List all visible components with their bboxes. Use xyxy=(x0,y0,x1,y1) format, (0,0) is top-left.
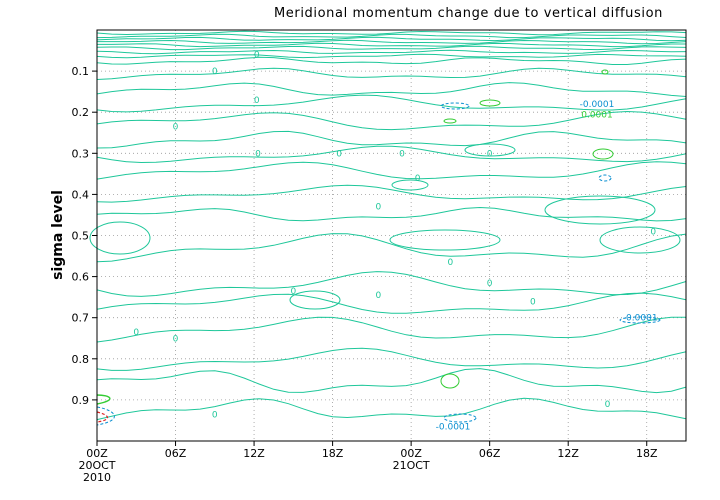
contour-label: 0 xyxy=(173,123,179,133)
contour-line xyxy=(97,42,686,48)
contour-line xyxy=(96,397,687,421)
y-axis-ticks: 0.1 0.2 0.3 0.4 0.5 0.6 0.7 0.8 0.9 xyxy=(72,65,97,407)
contour-line xyxy=(96,206,687,222)
contour-closed xyxy=(479,99,501,107)
x-tick-label: 00Z xyxy=(86,447,108,460)
contour-label: 0 xyxy=(133,328,139,338)
y-tick-label: 0.4 xyxy=(72,188,90,201)
contour-line xyxy=(96,30,687,36)
contour-label: 0 xyxy=(376,291,382,301)
contour-line xyxy=(96,53,687,59)
contour-closed xyxy=(289,290,341,310)
contour-label: 0 xyxy=(173,334,179,344)
contour-label: 0 xyxy=(650,227,656,237)
x-tick-date: 20OCT xyxy=(78,459,115,472)
contour-label: 0 xyxy=(255,149,261,159)
contour-lines xyxy=(89,30,687,426)
contour-closed xyxy=(464,143,516,157)
contour-line xyxy=(97,39,687,45)
contour-line xyxy=(96,184,687,203)
contour-line xyxy=(96,411,109,423)
contour-closed xyxy=(619,316,661,324)
contour-label: 0 xyxy=(399,149,405,159)
y-axis-label: sigma level xyxy=(50,190,66,280)
contour-label: 0 xyxy=(530,297,536,307)
x-tick-label: 06Z xyxy=(479,447,501,460)
contour-closed xyxy=(592,148,614,160)
contour-line xyxy=(96,94,687,113)
contour-line xyxy=(96,347,687,371)
contour-closed xyxy=(89,221,151,255)
contour-label: 0.0001 xyxy=(581,110,613,120)
contour-label: 0 xyxy=(290,287,296,297)
contour-closed xyxy=(391,179,429,191)
y-tick-label: 0.3 xyxy=(72,147,90,160)
contour-label: 0 xyxy=(254,51,260,61)
contour-label: 0 xyxy=(487,279,493,289)
contour-line xyxy=(96,67,687,80)
contour-line xyxy=(96,110,687,131)
y-tick-label: 0.6 xyxy=(72,271,90,284)
x-tick-label: 18Z xyxy=(636,447,658,460)
contour-line xyxy=(96,56,687,65)
contour-label: 0 xyxy=(254,96,260,106)
contour-label: 0 xyxy=(212,67,218,77)
y-tick-label: 0.5 xyxy=(72,230,90,243)
contour-line xyxy=(96,49,687,55)
contour-label: 0 xyxy=(336,149,342,159)
contour-line xyxy=(96,161,687,180)
x-tick-label: 12Z xyxy=(243,447,265,460)
x-tick-label: 06Z xyxy=(165,447,187,460)
contour-label: -0.0001 xyxy=(436,423,471,433)
contour-label: 0 xyxy=(212,410,218,420)
contour-closed xyxy=(599,226,681,254)
y-tick-label: 0.9 xyxy=(72,394,90,407)
contour-closed xyxy=(440,373,460,389)
y-tick-label: 0.8 xyxy=(72,353,90,366)
y-tick-label: 0.2 xyxy=(72,106,90,119)
contour-closed xyxy=(598,174,612,182)
contour-closed xyxy=(544,195,656,225)
y-tick-label: 0.1 xyxy=(72,65,90,78)
contour-line xyxy=(96,233,687,263)
contour-line xyxy=(96,82,687,97)
grid-lines xyxy=(97,30,686,441)
contour-line xyxy=(96,316,686,343)
contour-label: 0 xyxy=(448,258,454,268)
x-tick-year: 2010 xyxy=(83,471,111,484)
x-tick-label: 00Z xyxy=(400,447,422,460)
contour-label: -0.0001 xyxy=(623,314,658,324)
y-tick-label: 0.7 xyxy=(72,312,90,325)
contour-line xyxy=(96,130,687,149)
x-tick-label: 18Z xyxy=(322,447,344,460)
contour-line xyxy=(96,45,687,51)
contour-line xyxy=(96,368,687,394)
contour-line xyxy=(96,33,687,39)
contour-line xyxy=(96,271,687,297)
chart-title: Meridional momentum change due to vertic… xyxy=(274,6,663,21)
x-tick-label: 12Z xyxy=(557,447,579,460)
contour-closed xyxy=(389,229,501,251)
contour-label: 0 xyxy=(415,174,421,184)
x-tick-date: 21OCT xyxy=(393,459,430,472)
contour-line xyxy=(96,36,687,42)
contour-label: 0 xyxy=(605,400,611,410)
contour-label: -0.0001 xyxy=(580,100,615,110)
contour-closed xyxy=(601,69,609,75)
contour-label: 0 xyxy=(376,203,382,213)
contour-closed xyxy=(443,413,477,423)
contour-line xyxy=(96,406,115,426)
contour-closed xyxy=(440,102,470,110)
contour-line xyxy=(96,394,111,405)
contour-closed xyxy=(443,118,457,124)
contour-line xyxy=(96,145,687,164)
contour-line xyxy=(96,292,687,314)
contour-label: 0 xyxy=(487,149,493,159)
